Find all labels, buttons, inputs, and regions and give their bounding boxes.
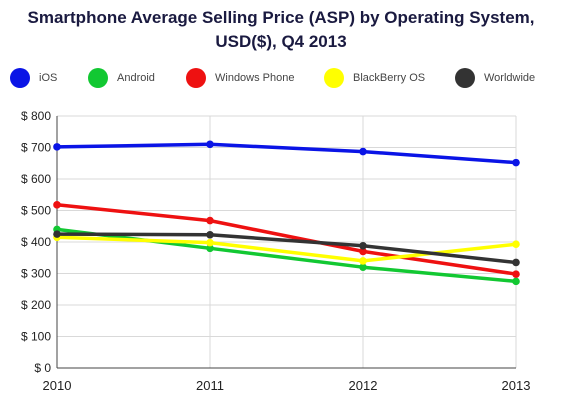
legend-marker-android — [88, 68, 108, 88]
y-tick-label: $ 500 — [21, 204, 51, 218]
y-tick-label: $ 100 — [21, 330, 51, 344]
data-point-blackberry-os — [512, 240, 520, 249]
y-tick-label: $ 0 — [34, 361, 51, 375]
data-point-android — [512, 277, 520, 286]
series-line-worldwide — [56, 232, 517, 265]
data-point-windows-phone — [359, 247, 367, 256]
data-point-worldwide — [359, 241, 367, 250]
chart-title: Smartphone Average Selling Price (ASP) b… — [0, 6, 562, 54]
x-tick-label: 2010 — [43, 378, 72, 393]
legend-label-windows-phone: Windows Phone — [215, 72, 295, 84]
y-tick-label: $ 600 — [21, 172, 51, 186]
legend-marker-ios — [10, 68, 30, 88]
chart-title-line-1: Smartphone Average Selling Price (ASP) b… — [27, 8, 535, 27]
data-point-windows-phone — [53, 201, 61, 209]
data-point-blackberry-os — [206, 238, 214, 247]
data-point-android — [206, 244, 214, 253]
legend-item-windows-phone[interactable]: Windows Phone — [186, 66, 295, 90]
data-point-ios — [206, 140, 214, 149]
legend-label-android: Android — [117, 72, 155, 84]
chart-title-line-2: USD($), Q4 2013 — [215, 32, 347, 51]
series-line-windows-phone — [56, 203, 517, 276]
legend-marker-worldwide — [455, 68, 475, 88]
legend-label-ios: iOS — [39, 72, 58, 84]
legend-label-worldwide: Worldwide — [484, 72, 536, 84]
y-tick-label: $ 200 — [21, 298, 51, 312]
x-tick-label: 2013 — [502, 378, 531, 393]
data-point-ios — [512, 158, 520, 167]
chart-legend: iOS Android Windows Phone BlackBerry OS … — [0, 66, 562, 90]
x-tick-label: 2011 — [196, 378, 224, 393]
data-point-worldwide — [206, 230, 214, 239]
legend-marker-windows-phone — [186, 68, 206, 88]
legend-label-blackberry-os: BlackBerry OS — [353, 72, 426, 84]
data-point-worldwide — [53, 230, 61, 238]
legend-item-worldwide[interactable]: Worldwide — [455, 66, 535, 90]
data-point-windows-phone — [206, 216, 214, 225]
legend-item-android[interactable]: Android — [88, 66, 155, 90]
data-point-windows-phone — [512, 270, 520, 278]
data-point-android — [359, 263, 367, 272]
legend-item-blackberry-os[interactable]: BlackBerry OS — [324, 66, 425, 90]
data-point-worldwide — [512, 258, 520, 267]
y-tick-label: $ 700 — [21, 141, 51, 155]
y-tick-label: $ 300 — [21, 267, 51, 281]
data-point-ios — [53, 143, 61, 151]
x-tick-label: 2012 — [349, 378, 378, 393]
legend-item-ios[interactable]: iOS — [10, 66, 57, 90]
y-tick-label: $ 400 — [21, 235, 51, 249]
series-line-ios — [56, 142, 517, 165]
y-tick-label: $ 800 — [21, 109, 51, 123]
data-point-blackberry-os — [359, 257, 367, 265]
data-point-ios — [359, 147, 367, 156]
legend-marker-blackberry-os — [324, 68, 344, 88]
